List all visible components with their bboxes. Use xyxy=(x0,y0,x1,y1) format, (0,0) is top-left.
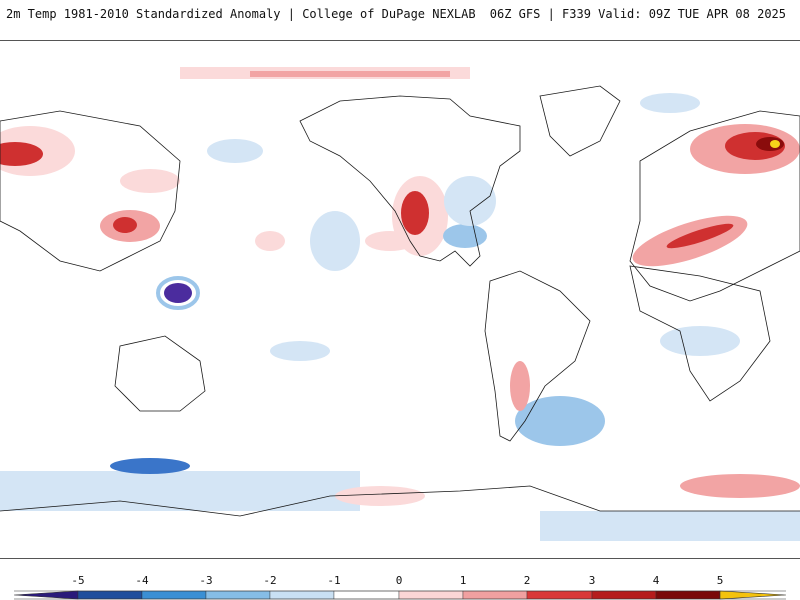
n-africa-warm-core xyxy=(666,223,734,249)
colorbar-segment xyxy=(205,590,271,600)
pacific-cold-1 xyxy=(310,211,360,271)
map-title: 2m Temp 1981-2010 Standardized Anomaly |… xyxy=(6,7,476,21)
africa-outline xyxy=(629,265,771,402)
s-america-warm xyxy=(510,361,530,411)
australia-outline xyxy=(114,335,206,412)
southern-ocean-cold-core xyxy=(110,458,190,474)
s-atlantic-cold xyxy=(515,396,605,446)
colorbar-segment xyxy=(462,590,528,600)
anomaly-shading xyxy=(0,67,800,541)
header: 2m Temp 1981-2010 Standardized Anomaly |… xyxy=(0,0,800,40)
colorbar-segment xyxy=(398,590,464,600)
colorbar-segment xyxy=(655,590,721,600)
tick-label-5: 5 xyxy=(716,574,724,587)
antarctic-warm xyxy=(680,474,800,498)
w-us-warm-core xyxy=(401,191,429,235)
maritime-cold-ring xyxy=(156,276,200,310)
arctic-warm-core xyxy=(250,71,450,77)
pacific-warm-1 xyxy=(255,231,285,251)
southern-ocean-cold xyxy=(0,471,360,511)
eurasia-outline xyxy=(629,110,800,302)
tick-label-neg5: -5 xyxy=(71,574,85,587)
tick-label-1: 1 xyxy=(459,574,467,587)
antarctic-warm-2 xyxy=(335,486,425,506)
colorbar-arrow-right xyxy=(719,590,787,600)
colorbar-segment xyxy=(269,590,335,600)
asia-west-outline xyxy=(0,110,181,272)
north-america-outline xyxy=(299,95,521,267)
anomaly-map-svg xyxy=(0,67,800,541)
n-atlantic-cold xyxy=(640,93,700,113)
east-us-cold xyxy=(444,176,496,226)
world-map xyxy=(0,40,800,559)
tick-label-neg4: -4 xyxy=(135,574,149,587)
coastlines xyxy=(0,85,800,517)
tick-label-neg3: -3 xyxy=(199,574,213,587)
tick-label-3: 3 xyxy=(588,574,596,587)
model-run-info: 06Z GFS | F339 Valid: 09Z TUE APR 08 202… xyxy=(489,7,786,21)
tick-label-2: 2 xyxy=(523,574,531,587)
east-asia-warm-core xyxy=(113,217,137,233)
colorbar-segment xyxy=(333,590,400,600)
tick-label-neg2: -2 xyxy=(263,574,277,587)
europe-hot-peak xyxy=(770,140,780,148)
maritime-cold xyxy=(164,283,192,303)
siberia-warm xyxy=(120,169,180,193)
gulf-cold xyxy=(443,224,487,248)
s-pacific-cold xyxy=(270,341,330,361)
greenland-outline xyxy=(539,85,621,157)
antarctic-cold-band xyxy=(540,511,800,541)
tick-label-0: 0 xyxy=(395,574,403,587)
indian-cold xyxy=(660,326,740,356)
colorbar-segment xyxy=(526,590,593,600)
tick-label-neg1: -1 xyxy=(327,574,341,587)
south-america-outline xyxy=(484,270,591,442)
colorbar-segment xyxy=(77,590,143,600)
colorbar-legend: -5 -4 -3 -2 -1 0 1 2 3 4 5 xyxy=(0,568,800,600)
nw-asia-warm-core xyxy=(0,142,43,166)
antarctica-outline xyxy=(0,485,800,517)
colorbar-segment xyxy=(141,590,207,600)
pacific-cold-2 xyxy=(207,139,263,163)
colorbar xyxy=(13,590,787,600)
colorbar-segment xyxy=(591,590,657,600)
tick-label-4: 4 xyxy=(652,574,660,587)
colorbar-arrow-left xyxy=(13,590,79,600)
